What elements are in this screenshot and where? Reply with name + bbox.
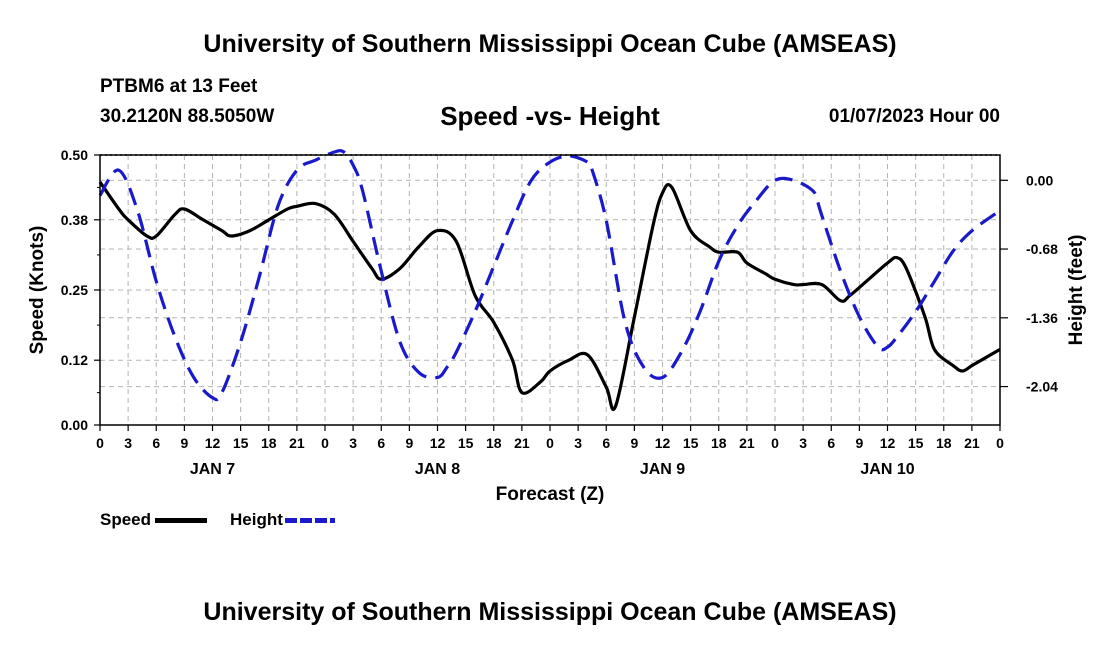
legend-height-swatch bbox=[284, 517, 335, 523]
x-tick-label: 6 bbox=[602, 435, 610, 451]
top-title: University of Southern Mississippi Ocean… bbox=[203, 30, 897, 58]
legend-speed: Speed bbox=[100, 510, 208, 530]
y-tick-label-right: 0.00 bbox=[1026, 172, 1053, 188]
x-tick-label: 21 bbox=[514, 435, 530, 451]
x-tick-label: 3 bbox=[124, 435, 132, 451]
day-label: JAN 9 bbox=[640, 461, 685, 478]
y-tick-label-left: 0.25 bbox=[61, 282, 88, 298]
chart-subtitle: Speed -vs- Height bbox=[440, 101, 660, 131]
x-tick-label: 12 bbox=[880, 435, 896, 451]
bottom-title: University of Southern Mississippi Ocean… bbox=[203, 598, 897, 626]
x-tick-label: 12 bbox=[430, 435, 446, 451]
station-label: PTBM6 at 13 Feet bbox=[100, 76, 258, 97]
y-tick-label-right: -1.36 bbox=[1026, 310, 1058, 326]
x-tick-label: 12 bbox=[655, 435, 671, 451]
datetime-label: 01/07/2023 Hour 00 bbox=[828, 106, 1000, 127]
y-tick-label-left: 0.50 bbox=[61, 147, 88, 163]
x-tick-label: 0 bbox=[996, 435, 1004, 451]
x-tick-label: 0 bbox=[321, 435, 329, 451]
x-tick-label: 18 bbox=[711, 435, 727, 451]
x-tick-label: 18 bbox=[486, 435, 502, 451]
x-tick-label: 15 bbox=[233, 435, 249, 451]
x-tick-label: 15 bbox=[458, 435, 474, 451]
x-tick-label: 15 bbox=[683, 435, 699, 451]
day-label: JAN 7 bbox=[190, 461, 235, 478]
x-tick-label: 0 bbox=[96, 435, 104, 451]
x-tick-label: 6 bbox=[377, 435, 385, 451]
day-label: JAN 8 bbox=[415, 461, 460, 478]
y-tick-label-right: -2.04 bbox=[1026, 379, 1058, 395]
x-tick-label: 9 bbox=[405, 435, 413, 451]
x-tick-label: 9 bbox=[180, 435, 188, 451]
x-tick-label: 3 bbox=[574, 435, 582, 451]
x-tick-label: 21 bbox=[289, 435, 305, 451]
y-tick-label-left: 0.38 bbox=[61, 212, 88, 228]
x-tick-label: 3 bbox=[799, 435, 807, 451]
x-tick-label: 0 bbox=[771, 435, 779, 451]
x-tick-label: 9 bbox=[855, 435, 863, 451]
y-tick-label-right: -0.68 bbox=[1026, 241, 1058, 257]
legend-height: Height bbox=[230, 510, 335, 530]
x-tick-label: 21 bbox=[739, 435, 755, 451]
legend-height-label: Height bbox=[230, 510, 283, 529]
coordinates-label: 30.2120N 88.5050W bbox=[100, 106, 275, 127]
height-series-line bbox=[98, 149, 1001, 402]
x-tick-label: 15 bbox=[908, 435, 924, 451]
legend-speed-label: Speed bbox=[100, 510, 152, 529]
x-tick-label: 21 bbox=[964, 435, 980, 451]
speed-series-line bbox=[98, 181, 1001, 411]
x-tick-label: 3 bbox=[349, 435, 357, 451]
y-tick-label-left: 0.12 bbox=[61, 352, 88, 368]
x-axis-title: Forecast (Z) bbox=[496, 484, 605, 505]
y-tick-label-left: 0.00 bbox=[61, 417, 88, 433]
day-label: JAN 10 bbox=[860, 461, 914, 478]
x-tick-label: 6 bbox=[827, 435, 835, 451]
x-tick-label: 18 bbox=[936, 435, 952, 451]
x-tick-label: 12 bbox=[205, 435, 221, 451]
x-tick-label: 9 bbox=[630, 435, 638, 451]
x-tick-label: 18 bbox=[261, 435, 277, 451]
x-tick-label: 6 bbox=[152, 435, 160, 451]
y-axis-title-left: Speed (Knots) bbox=[27, 226, 48, 355]
x-tick-label: 0 bbox=[546, 435, 554, 451]
legend-speed-swatch bbox=[155, 517, 208, 523]
y-axis-title-right: Height (feet) bbox=[1066, 235, 1087, 346]
